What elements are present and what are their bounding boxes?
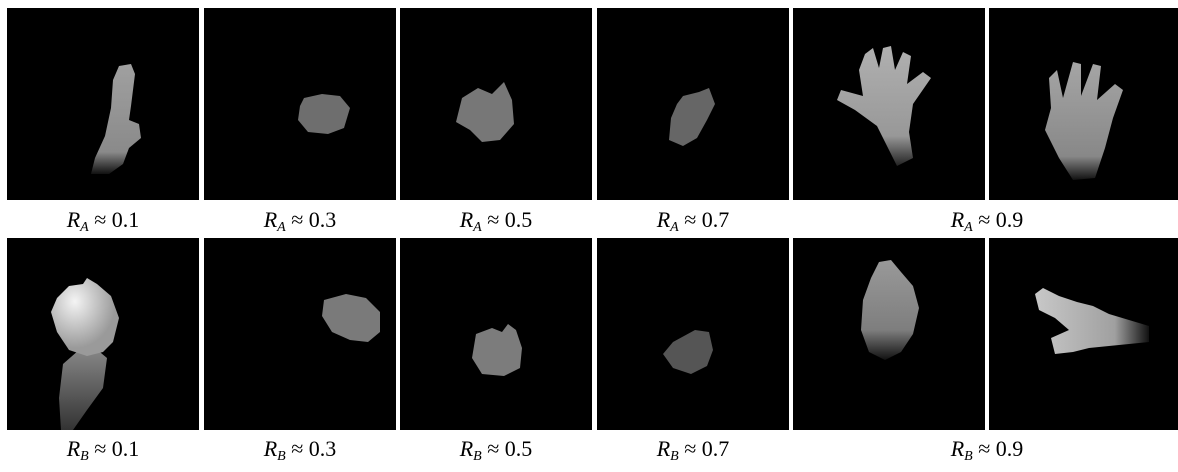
caption-a-2: RA ≈ 0.3 (263, 207, 337, 235)
depth-image-a1 (7, 8, 199, 200)
hand-silhouette-leaf (861, 260, 919, 360)
depth-image-b2 (204, 238, 396, 430)
caption-b-3: RB ≈ 0.5 (459, 436, 533, 464)
hand-silhouette-blob-dim (663, 330, 713, 374)
caption-a-3: RA ≈ 0.5 (459, 207, 533, 235)
depth-image-a6 (989, 8, 1178, 200)
hand-silhouette-open-hand-2 (1045, 62, 1123, 180)
hand-silhouette-blob-tilted (669, 88, 715, 146)
hand-silhouette-blob-small (298, 94, 350, 134)
hand-silhouette-blob-right (322, 294, 380, 342)
depth-image-a5 (793, 8, 985, 200)
depth-image-a4 (597, 8, 789, 200)
hand-silhouette-blob-low (472, 324, 522, 376)
caption-a-4: RA ≈ 0.7 (656, 207, 730, 235)
caption-b-2: RB ≈ 0.3 (263, 436, 337, 464)
hand-silhouette-bright-fist-arm (51, 278, 119, 430)
hand-silhouette-pointing (1035, 288, 1149, 354)
depth-image-b6 (989, 238, 1178, 430)
hand-silhouette-blob-medium (456, 82, 514, 142)
caption-b-4: RB ≈ 0.7 (656, 436, 730, 464)
caption-a-1: RA ≈ 0.1 (66, 207, 140, 235)
caption-a-5: RA ≈ 0.9 (950, 207, 1024, 235)
depth-image-b1 (7, 238, 199, 430)
depth-image-a3 (400, 8, 592, 200)
caption-b-1: RB ≈ 0.1 (66, 436, 140, 464)
depth-image-b4 (597, 238, 789, 430)
hand-silhouette-open-hand (837, 46, 931, 166)
depth-image-a2 (204, 8, 396, 200)
caption-b-5: RB ≈ 0.9 (950, 436, 1024, 464)
depth-image-b3 (400, 238, 592, 430)
hand-silhouette-finger-up (91, 64, 141, 174)
depth-image-b5 (793, 238, 985, 430)
